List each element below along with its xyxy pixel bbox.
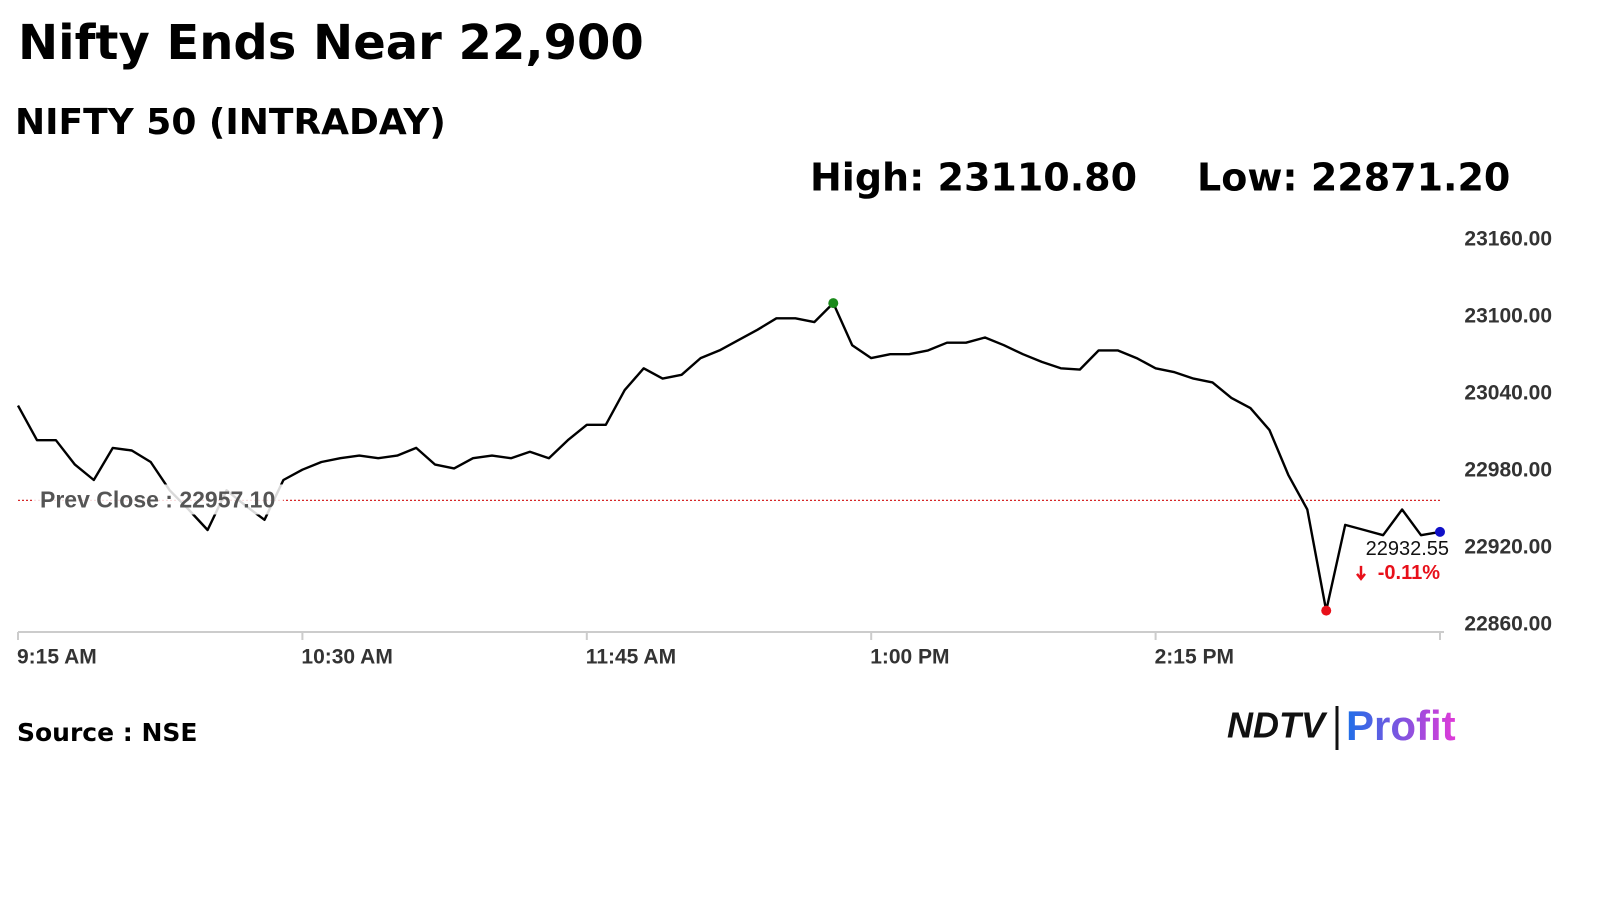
logo-right: Profit (1346, 702, 1456, 749)
y-tick-label: 22860.00 (1464, 613, 1552, 636)
low-dot (1321, 605, 1332, 616)
y-tick-label: 22920.00 (1464, 536, 1552, 559)
high-text: High: 23110.80 (810, 156, 1137, 200)
prev-close-label: Prev Close : 22957.10 (40, 486, 275, 512)
logo: NDTV Profit (1227, 702, 1456, 750)
x-tick-label: 10:30 AM (301, 646, 392, 669)
last-price: 22932.55 (1366, 538, 1449, 560)
chart-title: Nifty Ends Near 22,900 (18, 15, 644, 71)
last-dot (1435, 526, 1445, 537)
y-tick-label: 23100.00 (1464, 305, 1552, 328)
price-line (16, 301, 1441, 612)
prev-close-label-bg (32, 484, 284, 515)
y-tick-label: 22980.00 (1464, 459, 1552, 482)
x-tick-label: 1:00 PM (870, 646, 949, 669)
low-text: Low: 22871.20 (1197, 156, 1510, 200)
change: -0.11% (1378, 562, 1440, 584)
x-tick-label: 2:15 PM (1155, 646, 1234, 669)
x-tick-label: 9:15 AM (17, 646, 97, 669)
y-tick-label: 23040.00 (1464, 382, 1552, 405)
logo-left: NDTV (1227, 705, 1328, 746)
chart-subtitle: NIFTY 50 (INTRADAY) (15, 102, 446, 143)
y-tick-label: 23160.00 (1464, 228, 1552, 251)
x-tick-label: 11:45 AM (586, 646, 676, 669)
change-arrow (1356, 565, 1366, 581)
high-dot (828, 298, 839, 309)
source: Source : NSE (17, 718, 198, 747)
